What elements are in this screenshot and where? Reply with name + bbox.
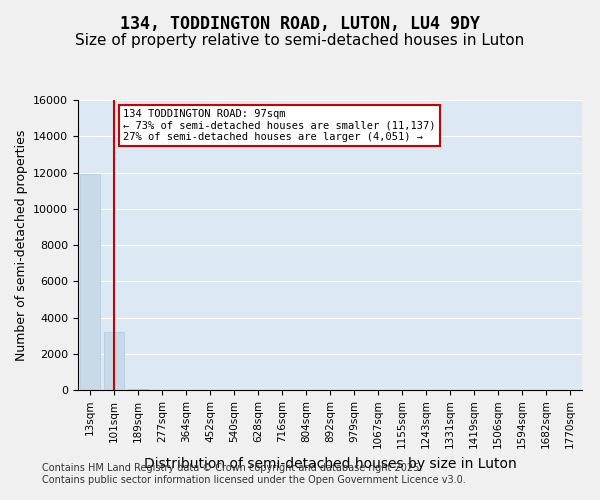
X-axis label: Distribution of semi-detached houses by size in Luton: Distribution of semi-detached houses by … [143,457,517,471]
Text: Size of property relative to semi-detached houses in Luton: Size of property relative to semi-detach… [76,32,524,48]
Text: Contains HM Land Registry data © Crown copyright and database right 2025.
Contai: Contains HM Land Registry data © Crown c… [42,464,466,485]
Text: 134, TODDINGTON ROAD, LUTON, LU4 9DY: 134, TODDINGTON ROAD, LUTON, LU4 9DY [120,15,480,33]
Y-axis label: Number of semi-detached properties: Number of semi-detached properties [14,130,28,360]
Bar [80,174,100,390]
Bar [128,388,148,390]
Bar [104,332,124,390]
Text: 134 TODDINGTON ROAD: 97sqm
← 73% of semi-detached houses are smaller (11,137)
27: 134 TODDINGTON ROAD: 97sqm ← 73% of semi… [124,108,436,142]
